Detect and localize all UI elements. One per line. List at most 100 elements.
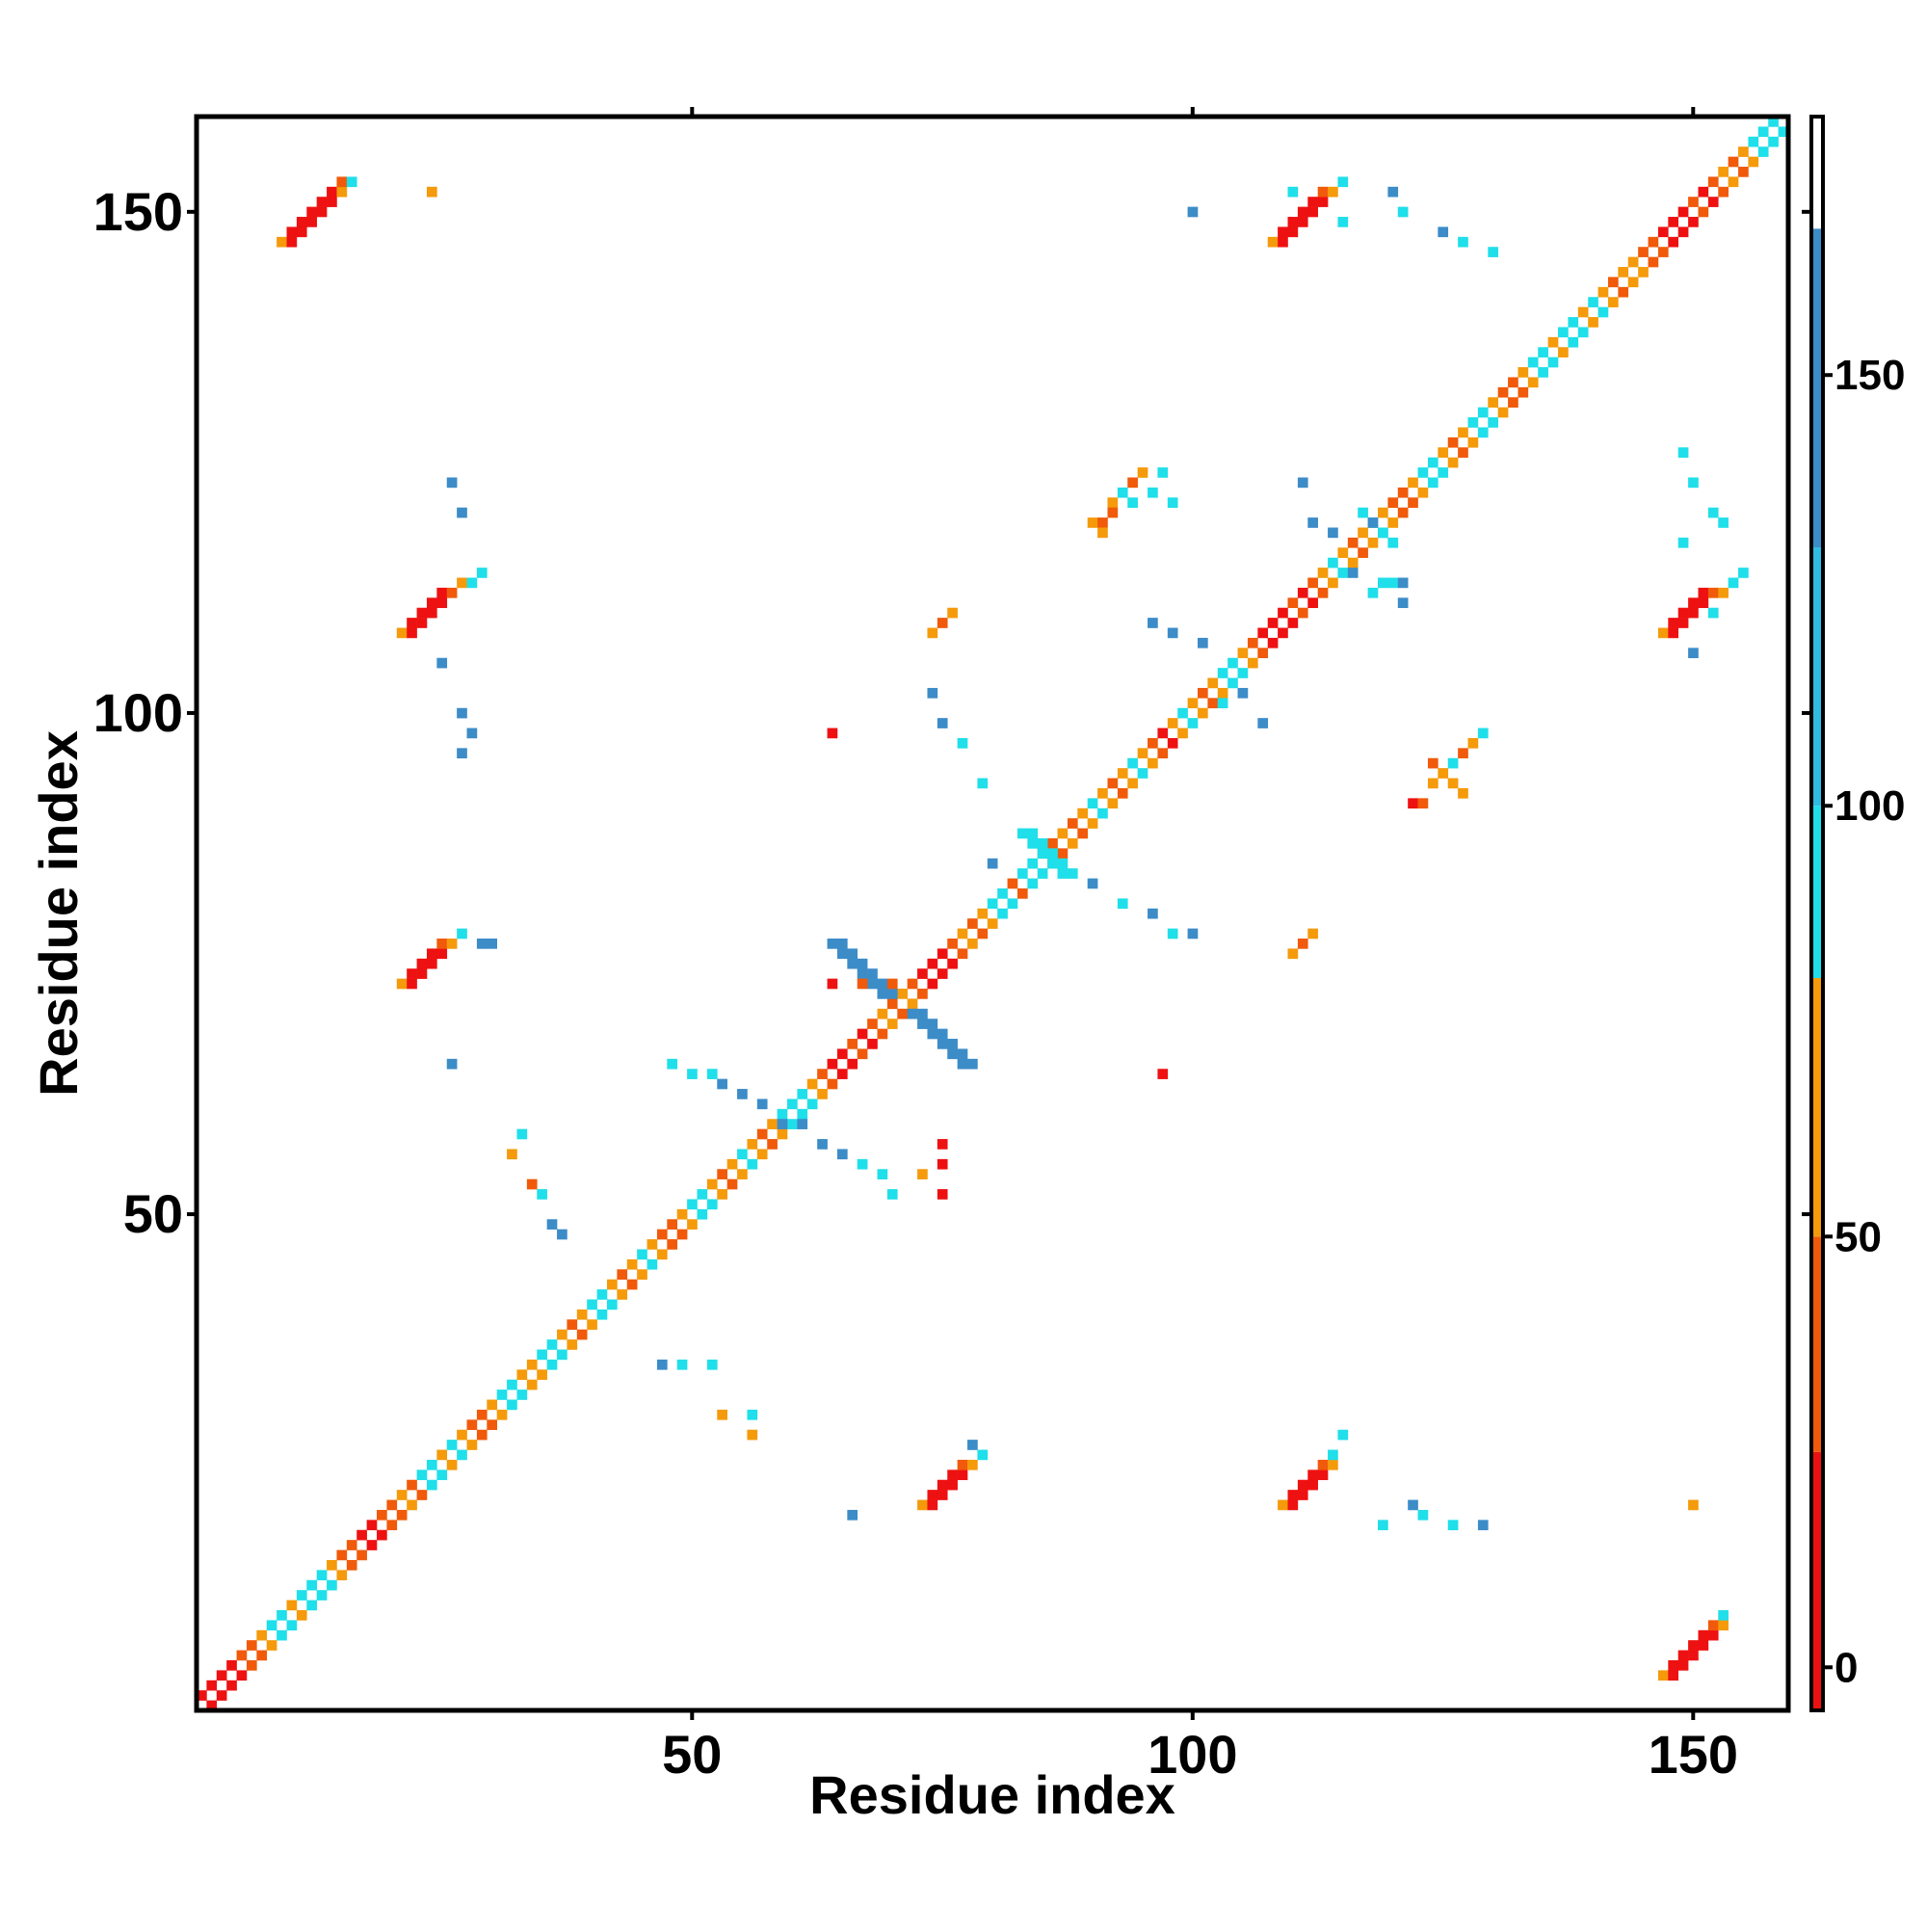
heatmap-cell (557, 1229, 568, 1240)
heatmap-cell (516, 1128, 528, 1140)
heatmap-cell (967, 939, 978, 949)
heatmap-cell (797, 1119, 808, 1129)
heatmap-cell (1127, 477, 1138, 489)
heatmap-cell (426, 1459, 437, 1470)
heatmap-cell (487, 1419, 497, 1431)
heatmap-cell (947, 607, 958, 619)
heatmap-cell (457, 1449, 467, 1461)
heatmap-cell (256, 1629, 268, 1641)
heatmap-cell (886, 989, 898, 999)
heatmap-cell (457, 1429, 467, 1441)
heatmap-cell (1016, 887, 1028, 899)
heatmap-cell (1677, 618, 1689, 628)
heatmap-cell (1287, 217, 1299, 227)
heatmap-cell (1718, 517, 1729, 528)
heatmap-cell (1757, 126, 1769, 138)
heatmap-cell (747, 1429, 758, 1441)
heatmap-cell (977, 778, 989, 789)
heatmap-cell (446, 587, 458, 598)
heatmap-cell (1347, 537, 1359, 548)
colorbar-tick-label: 100 (1835, 782, 1905, 830)
heatmap-cell (1438, 768, 1449, 779)
heatmap-cell (1057, 848, 1069, 860)
heatmap-cell (937, 618, 948, 628)
heatmap-cell (557, 1349, 568, 1361)
y-tick-label: 100 (93, 682, 183, 743)
heatmap-cell (1307, 577, 1318, 589)
heatmap-cell (1187, 718, 1199, 728)
heatmap-cell (1317, 1459, 1329, 1470)
heatmap-cell (436, 597, 448, 609)
heatmap-cell (777, 1108, 788, 1120)
heatmap-cell (1477, 407, 1489, 418)
heatmap-cell (957, 948, 968, 960)
heatmap-cell (266, 1640, 277, 1651)
heatmap-cell (366, 1540, 378, 1550)
heatmap-cell (426, 948, 437, 960)
colorbar-band (1811, 117, 1823, 229)
heatmap-cell (687, 1219, 698, 1230)
heatmap-cell (1148, 487, 1158, 498)
heatmap-cell (336, 1570, 348, 1581)
heatmap-cell (1427, 757, 1439, 769)
heatmap-cell (1328, 1449, 1338, 1461)
heatmap-cell (296, 1590, 307, 1601)
heatmap-cell (1568, 317, 1579, 328)
heatmap-cell (1267, 637, 1279, 648)
heatmap-cell (1027, 828, 1039, 839)
heatmap-cell (676, 1359, 688, 1370)
heatmap-cell (967, 1459, 978, 1470)
heatmap-cell (827, 728, 838, 739)
heatmap-cell (466, 1419, 478, 1431)
heatmap-cell (236, 1670, 248, 1681)
heatmap-cell (426, 597, 437, 609)
heatmap-cell (1538, 347, 1548, 357)
heatmap-cell (1237, 668, 1249, 678)
heatmap-cell (546, 1339, 558, 1350)
heatmap-cell (1237, 648, 1249, 659)
heatmap-cell (1707, 197, 1719, 207)
heatmap-cell (1217, 687, 1228, 699)
heatmap-cell (857, 978, 868, 990)
heatmap-cell (867, 968, 878, 979)
heatmap-cell (1367, 587, 1379, 598)
heatmap-cell (937, 718, 948, 728)
heatmap-cell (667, 1058, 678, 1070)
heatmap-cell (1668, 1659, 1679, 1671)
heatmap-cell (1408, 477, 1418, 489)
heatmap-cell (396, 1509, 408, 1521)
heatmap-cell (817, 1139, 828, 1150)
heatmap-cell (316, 1590, 328, 1601)
heatmap-cell (1107, 507, 1119, 518)
heatmap-cell (1097, 807, 1108, 819)
heatmap-cell (1707, 607, 1719, 619)
heatmap-cell (286, 1600, 298, 1611)
colorbar: 0 50 100 150 (1802, 115, 1905, 1712)
heatmap-cell (1547, 357, 1559, 368)
heatmap-cell (836, 1048, 848, 1060)
heatmap-cell (907, 1008, 918, 1019)
heatmap-cell (457, 748, 467, 759)
heatmap-cell (927, 1499, 938, 1511)
heatmap-cell (1597, 286, 1609, 298)
heatmap-cell (927, 1028, 938, 1040)
heatmap-cell (767, 1139, 778, 1150)
heatmap-cell (897, 1008, 908, 1019)
heatmap-cell (747, 1158, 758, 1170)
heatmap-cell (1037, 837, 1048, 849)
heatmap-cell (1067, 818, 1078, 829)
heatmap-cell (1287, 186, 1299, 198)
heatmap-cell (457, 707, 467, 719)
heatmap-cell (897, 989, 908, 999)
heatmap-cell (296, 226, 307, 238)
y-tick-label: 50 (123, 1183, 183, 1244)
heatmap-cell (1278, 1499, 1288, 1511)
heatmap-cell (446, 1440, 458, 1450)
heatmap-cell (1328, 527, 1338, 539)
heatmap-cell (1097, 527, 1108, 539)
heatmap-cell (1748, 136, 1759, 147)
heatmap-cell (947, 1039, 958, 1049)
heatmap-cell (877, 1169, 888, 1179)
heatmap-cell (1688, 648, 1699, 659)
